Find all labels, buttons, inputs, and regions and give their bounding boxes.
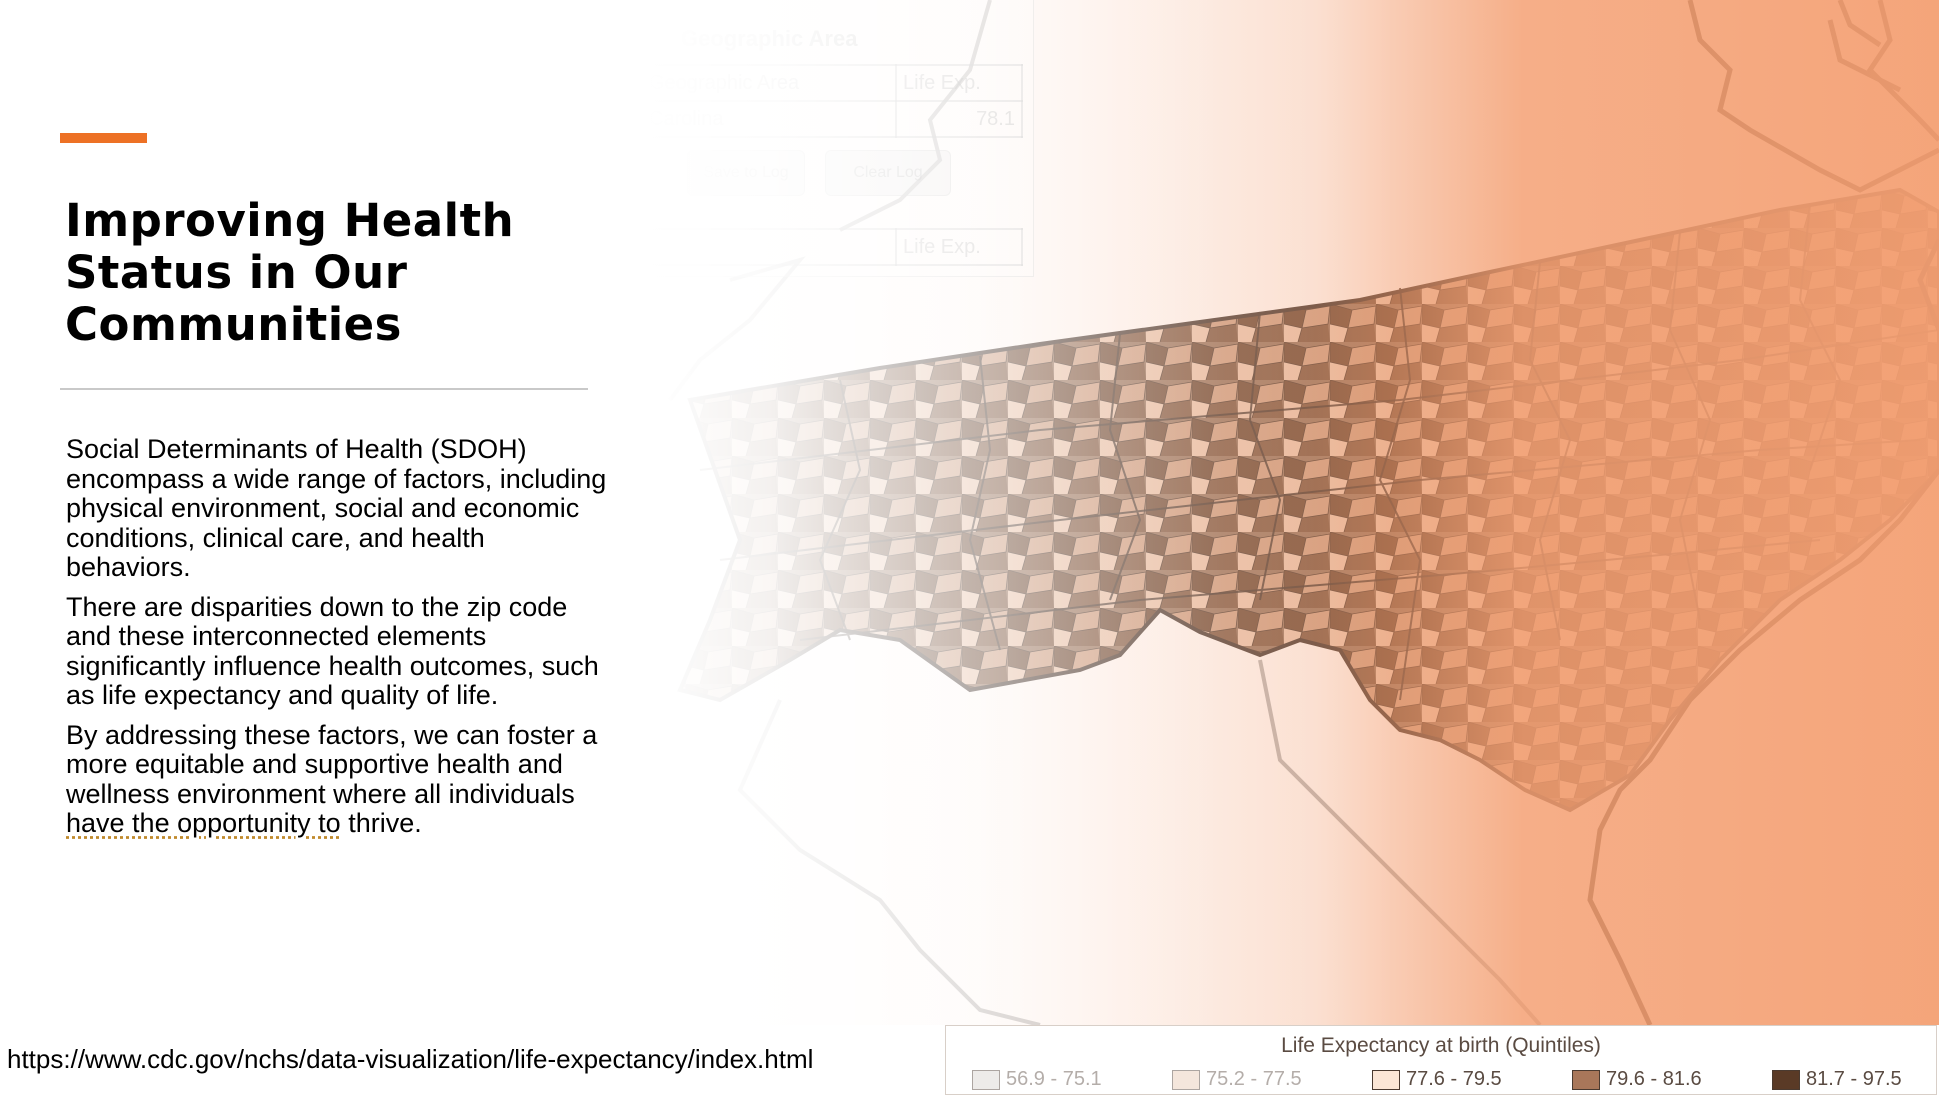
spellcheck-underlined-text: have the opportunity to: [66, 808, 341, 838]
paragraph-addressing-end: thrive.: [340, 808, 422, 838]
area-table: Geographic Area Life Exp. Carolina 78.1: [641, 64, 1023, 138]
legend-item-q4: 79.6 - 81.6: [1572, 1068, 1702, 1091]
area-column-header: Geographic Area: [641, 64, 897, 102]
title-divider: [60, 388, 588, 390]
source-url[interactable]: https://www.cdc.gov/nchs/data-visualizat…: [7, 1044, 814, 1074]
area-cell: Carolina: [641, 100, 897, 138]
log-table: Life Exp.: [641, 228, 1023, 266]
clear-log-button[interactable]: Clear Log: [825, 150, 951, 196]
legend-item-q5: 81.7 - 97.5: [1772, 1068, 1902, 1091]
paragraph-addressing-start: By addressing these factors, we can fost…: [66, 719, 598, 809]
legend-title: Life Expectancy at birth (Quintiles): [1281, 1034, 1601, 1057]
legend-item-q1: 56.9 - 75.1: [972, 1068, 1102, 1091]
legend-label-q4: 79.6 - 81.6: [1606, 1068, 1702, 1090]
legend-label-q2: 75.2 - 77.5: [1206, 1068, 1302, 1090]
map-legend: Life Expectancy at birth (Quintiles) 56.…: [945, 1025, 1937, 1095]
map-info-panel: Geographic Area Geographic Area Life Exp…: [640, 0, 1034, 277]
legend-item-q2: 75.2 - 77.5: [1172, 1068, 1302, 1091]
legend-swatch-q3: [1372, 1069, 1400, 1090]
paragraph-addressing: By addressing these factors, we can fost…: [66, 719, 611, 839]
legend-swatch-q2: [1172, 1069, 1200, 1090]
paragraph-disparities: There are disparities down to the zip co…: [66, 591, 599, 710]
legend-swatch-q4: [1572, 1069, 1600, 1090]
log-area-header: [641, 228, 897, 266]
legend-swatch-q5: [1772, 1069, 1800, 1090]
paragraph-sdoh: Social Determinants of Health (SDOH) enc…: [66, 434, 607, 582]
life-exp-cell: 78.1: [895, 100, 1023, 138]
legend-label-q1: 56.9 - 75.1: [1006, 1068, 1102, 1090]
life-exp-column-header: Life Exp.: [895, 64, 1023, 102]
panel-heading: Geographic Area: [681, 26, 858, 51]
legend-swatch-q1: [972, 1069, 1000, 1090]
slide-body: Social Determinants of Health (SDOH) enc…: [66, 434, 611, 849]
save-to-log-button[interactable]: Save to Log: [687, 150, 805, 196]
slide-title: Improving Health Status in Our Communiti…: [65, 194, 515, 351]
legend-label-q3: 77.6 - 79.5: [1406, 1068, 1502, 1090]
legend-label-q5: 81.7 - 97.5: [1806, 1068, 1902, 1090]
legend-item-q3: 77.6 - 79.5: [1372, 1068, 1502, 1091]
log-life-exp-header: Life Exp.: [895, 228, 1023, 266]
title-accent-bar: [60, 133, 147, 143]
